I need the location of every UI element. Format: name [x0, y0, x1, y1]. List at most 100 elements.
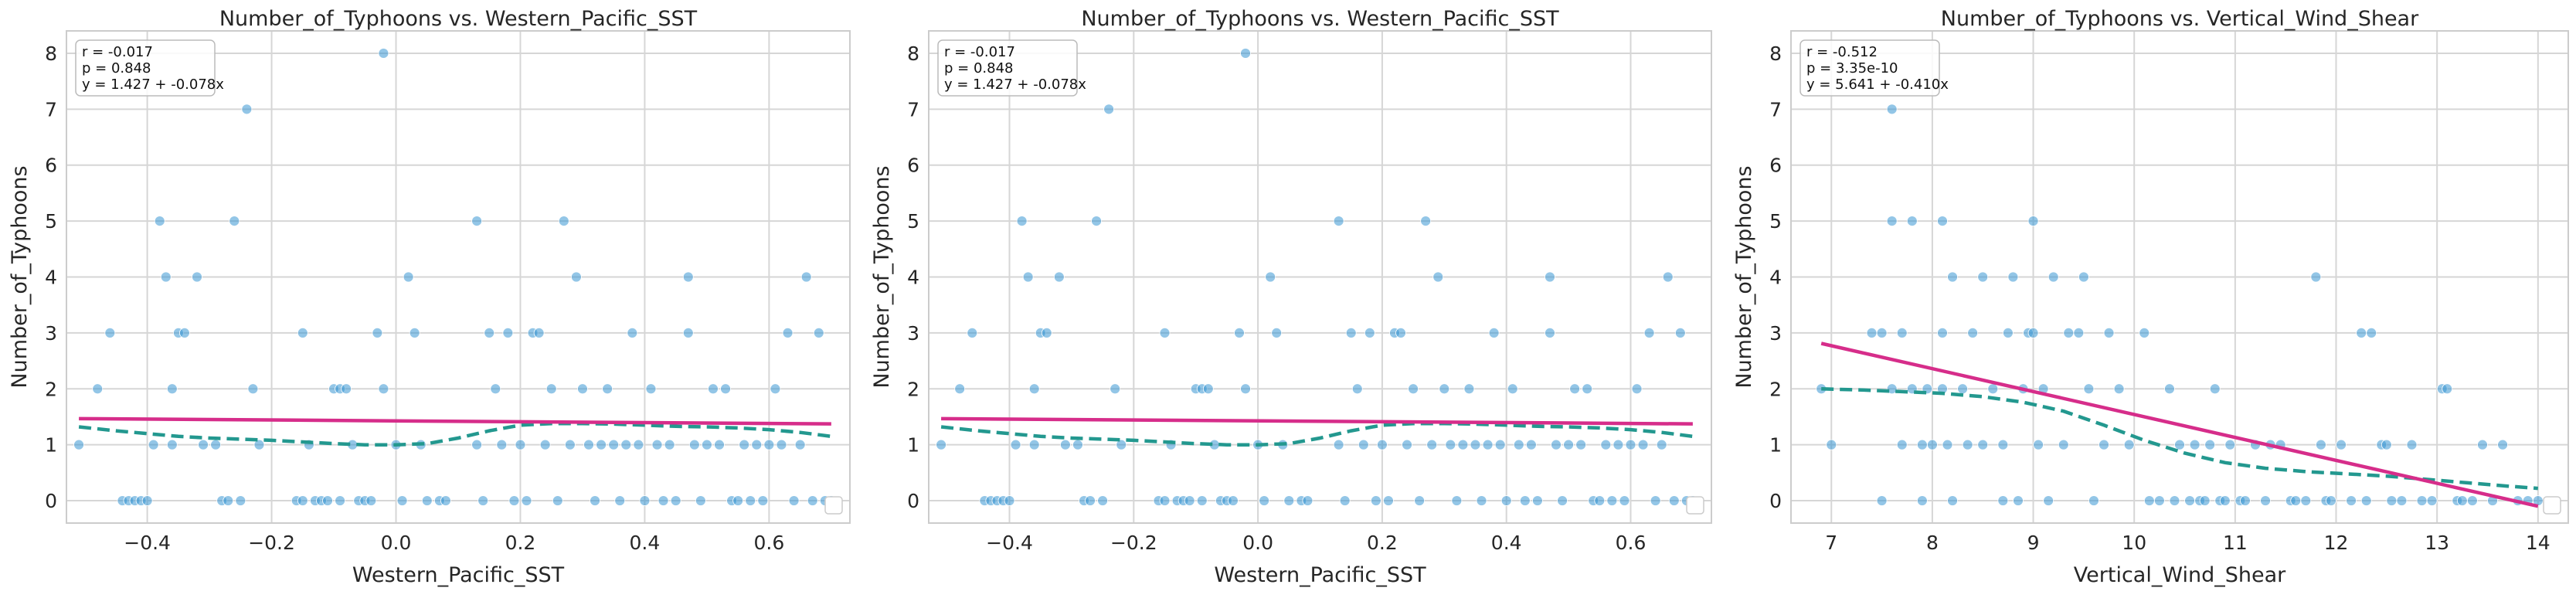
- data-point: [1395, 327, 1406, 338]
- data-point: [1091, 216, 1102, 227]
- y-tick-label: 2: [1769, 378, 1782, 400]
- x-tick-label: 0.6: [1616, 532, 1647, 554]
- data-point: [1507, 383, 1518, 395]
- y-tick-label: 6: [45, 155, 57, 177]
- data-point: [1625, 439, 1636, 450]
- data-point: [807, 495, 818, 506]
- data-point: [409, 327, 420, 338]
- data-point: [1937, 327, 1948, 338]
- data-point: [1977, 439, 1989, 450]
- data-point: [2356, 327, 2367, 338]
- data-point: [577, 383, 588, 395]
- data-point: [2366, 327, 2377, 338]
- data-point: [1557, 495, 1568, 506]
- data-point: [1997, 495, 2009, 506]
- data-point: [558, 216, 569, 227]
- data-point: [1967, 327, 1979, 338]
- data-point: [776, 439, 787, 450]
- plot-frame: [928, 30, 1712, 524]
- data-point: [1234, 327, 1245, 338]
- data-point: [1016, 216, 1028, 227]
- data-point: [1866, 327, 1878, 338]
- stats-line: y = 1.427 + -0.078x: [82, 76, 224, 93]
- data-point: [2300, 495, 2312, 506]
- data-point: [2346, 495, 2357, 506]
- data-point: [702, 439, 712, 450]
- data-point: [247, 383, 259, 395]
- data-point: [739, 439, 750, 450]
- data-point: [1470, 439, 1481, 450]
- x-tick-label: −0.2: [248, 532, 295, 554]
- data-point: [2139, 327, 2150, 338]
- chart-panel-1: −0.4 −0.2 0.0 0.2 0.4 0.6 0 1 2 3 4 5 6 7 8 r = -0.017p…: [8, 7, 851, 587]
- y-tick-label: 7: [1769, 98, 1782, 121]
- data-point: [627, 327, 638, 338]
- data-point: [1545, 271, 1555, 283]
- data-point: [1370, 495, 1381, 506]
- data-point: [1271, 327, 1283, 338]
- data-point: [1028, 439, 1040, 450]
- data-point: [1022, 271, 1034, 283]
- data-point: [1674, 327, 1686, 338]
- data-point: [1457, 439, 1469, 450]
- data-point: [396, 495, 408, 506]
- data-point: [2174, 439, 2185, 450]
- data-point: [1545, 327, 1555, 338]
- data-point: [545, 383, 557, 395]
- data-point: [1184, 495, 1195, 506]
- y-tick-label: 7: [907, 98, 919, 121]
- data-point: [1886, 216, 1898, 227]
- data-point: [471, 216, 483, 227]
- data-point: [297, 327, 308, 338]
- data-point: [770, 383, 781, 395]
- data-point: [1463, 383, 1475, 395]
- data-point: [1358, 439, 1369, 450]
- y-tick-label: 0: [45, 490, 57, 512]
- y-tick-label: 0: [907, 490, 919, 512]
- data-point: [1916, 439, 1928, 450]
- data-point: [1500, 495, 1512, 506]
- data-point: [658, 495, 669, 506]
- y-tick-label: 3: [45, 322, 57, 345]
- data-point: [590, 495, 600, 506]
- stats-line: p = 0.848: [944, 60, 1013, 76]
- data-point: [1650, 495, 1661, 506]
- chart-panel-2: −0.4 −0.2 0.0 0.2 0.4 0.6 0 1 2 3 4 5 6 7 8 r = -0.017p…: [870, 7, 1712, 587]
- data-point: [1402, 439, 1412, 450]
- x-tick-label: 0.2: [1367, 532, 1398, 554]
- x-axis-label: Western_Pacific_SST: [1214, 563, 1426, 587]
- data-point: [490, 383, 501, 395]
- x-tick-label: 0.4: [1491, 532, 1522, 554]
- data-point: [471, 439, 483, 450]
- data-point: [1662, 271, 1674, 283]
- x-tick-label: 0.4: [630, 532, 661, 554]
- data-point: [2219, 495, 2231, 506]
- data-point: [1116, 439, 1127, 450]
- data-point: [757, 495, 769, 506]
- y-tick-label: 6: [1769, 155, 1782, 177]
- x-axis-label: Western_Pacific_SST: [352, 563, 565, 587]
- data-point: [2073, 327, 2085, 338]
- y-tick-label: 7: [45, 98, 57, 121]
- data-point: [1345, 327, 1357, 338]
- data-point: [1426, 439, 1438, 450]
- data-point: [335, 495, 345, 506]
- data-point: [2169, 495, 2180, 506]
- data-point: [2416, 495, 2428, 506]
- chart-title: Number_of_Typhoons vs. Vertical_Wind_She…: [1941, 7, 2419, 31]
- data-point: [1488, 327, 1500, 338]
- data-point: [365, 495, 377, 506]
- data-point: [378, 48, 389, 59]
- y-tick-label: 3: [1769, 322, 1782, 345]
- data-point: [1594, 495, 1606, 506]
- data-point: [1987, 383, 1999, 395]
- data-point: [484, 327, 495, 338]
- data-point: [1339, 495, 1351, 506]
- data-point: [583, 439, 594, 450]
- data-point: [2027, 327, 2039, 338]
- data-point: [2058, 439, 2069, 450]
- data-point: [1896, 439, 1908, 450]
